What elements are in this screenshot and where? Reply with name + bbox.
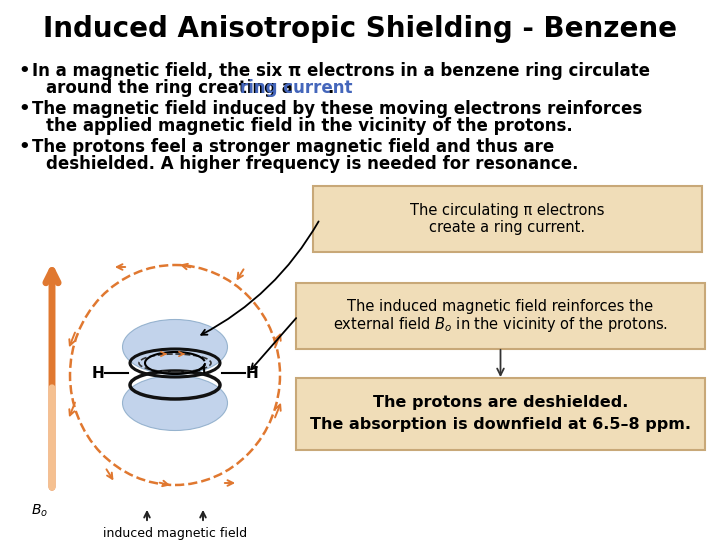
Text: induced magnetic field: induced magnetic field [103, 527, 247, 540]
Text: The circulating π electrons
create a ring current.: The circulating π electrons create a rin… [410, 203, 605, 235]
Text: ring current: ring current [240, 79, 353, 97]
Text: Induced Anisotropic Shielding - Benzene: Induced Anisotropic Shielding - Benzene [43, 15, 677, 43]
Text: the applied magnetic field in the vicinity of the protons.: the applied magnetic field in the vicini… [46, 117, 572, 135]
Ellipse shape [122, 375, 228, 430]
Text: H: H [91, 366, 104, 381]
Text: •: • [18, 62, 30, 80]
Ellipse shape [122, 320, 228, 375]
Text: The protons feel a stronger magnetic field and thus are: The protons feel a stronger magnetic fie… [32, 138, 554, 156]
Text: around the ring creating a: around the ring creating a [46, 79, 299, 97]
Text: In a magnetic field, the six π electrons in a benzene ring circulate: In a magnetic field, the six π electrons… [32, 62, 650, 80]
Text: .: . [327, 79, 333, 97]
FancyBboxPatch shape [313, 186, 702, 252]
FancyBboxPatch shape [296, 283, 705, 349]
FancyBboxPatch shape [296, 378, 705, 450]
Text: The absorption is downfield at 6.5–8 ppm.: The absorption is downfield at 6.5–8 ppm… [310, 417, 691, 433]
Text: deshielded. A higher frequency is needed for resonance.: deshielded. A higher frequency is needed… [46, 155, 578, 173]
Text: •: • [18, 100, 30, 118]
Text: •: • [18, 138, 30, 156]
Text: $B_o$: $B_o$ [32, 503, 48, 519]
Text: The magnetic field induced by these moving electrons reinforces: The magnetic field induced by these movi… [32, 100, 642, 118]
Text: external field $B_o$ in the vicinity of the protons.: external field $B_o$ in the vicinity of … [333, 315, 668, 334]
Text: The induced magnetic field reinforces the: The induced magnetic field reinforces th… [348, 300, 654, 314]
Text: H: H [246, 366, 258, 381]
Text: The protons are deshielded.: The protons are deshielded. [373, 395, 628, 410]
